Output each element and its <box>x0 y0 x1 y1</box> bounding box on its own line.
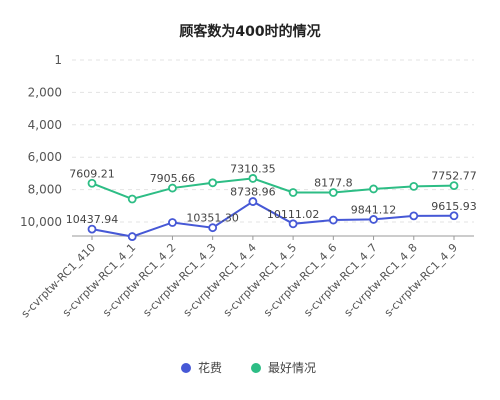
data-point <box>369 184 378 194</box>
data-label: 7905.66 <box>150 172 196 185</box>
x-tick-label: s-cvrptw-RC1_4_3 <box>140 241 218 319</box>
data-point <box>449 211 459 221</box>
x-tick-label: s-cvrptw-RC1_4_5 <box>221 241 299 319</box>
y-tick-label: 4,000 <box>28 118 62 132</box>
legend-item[interactable]: 花费 <box>181 360 222 375</box>
data-point <box>208 178 218 188</box>
legend-marker <box>181 363 191 373</box>
x-tick-label: s-cvrptw-RC1_4_2 <box>100 241 178 319</box>
data-label: 10437.94 <box>66 213 119 226</box>
x-tick-label: s-cvrptw-RC1_4_9 <box>382 241 460 319</box>
data-points <box>87 174 459 241</box>
data-label: 9841.12 <box>351 203 397 216</box>
series-lines <box>91 177 455 238</box>
data-point <box>168 218 177 227</box>
legend-item[interactable]: 最好情况 <box>251 361 316 375</box>
series-line-1 <box>91 200 455 238</box>
y-tick-label: 1 <box>54 53 62 67</box>
legend-label: 最好情况 <box>268 361 316 375</box>
data-point <box>127 232 137 241</box>
data-point <box>409 181 419 191</box>
data-point <box>288 188 298 197</box>
data-labels: 10437.94 10351.30 8738.96 10111.02 9841.12 96… <box>66 162 477 226</box>
data-point <box>409 211 419 221</box>
chart-title: 顾客数为400时的情况 <box>179 23 320 40</box>
legend-label: 花费 <box>198 360 222 375</box>
y-axis: 1 2,000 4,000 6,000 8,000 10,000 <box>20 53 62 229</box>
data-label: 7609.21 <box>69 167 115 180</box>
legend[interactable]: 花费 最好情况 <box>181 360 316 375</box>
data-label: 9615.93 <box>431 200 477 213</box>
data-point <box>248 174 258 183</box>
data-point <box>328 215 338 225</box>
data-point <box>208 223 218 233</box>
x-tick-label: s-cvrptw-RC1_4_8 <box>342 241 420 319</box>
y-tick-label: 8,000 <box>28 183 62 197</box>
x-axis: s-cvrptw-RC1_410s-cvrptw-RC1_4_1s-cvrptw… <box>19 235 474 320</box>
data-point <box>328 188 338 197</box>
y-tick-label: 6,000 <box>28 150 62 164</box>
data-label: 10111.02 <box>267 208 320 221</box>
y-tick-label: 2,000 <box>28 85 62 99</box>
data-point <box>248 197 258 206</box>
data-label: 8738.96 <box>230 186 276 199</box>
data-point <box>449 181 459 190</box>
x-tick-label: s-cvrptw-RC1_410 <box>19 241 98 320</box>
data-label: 7752.77 <box>431 170 477 183</box>
data-point <box>288 219 298 229</box>
data-point <box>87 178 97 188</box>
data-label: 8177.8 <box>314 176 353 189</box>
x-tick-label: s-cvrptw-RC1_4_6 <box>261 241 339 319</box>
x-tick-label: s-cvrptw-RC1_4_7 <box>301 241 379 319</box>
grid-lines <box>72 59 474 223</box>
x-tick-label: s-cvrptw-RC1_4_4 <box>181 241 259 319</box>
data-point <box>168 183 177 193</box>
x-tick-label: s-cvrptw-RC1_4_1 <box>60 241 138 319</box>
data-label: 7310.35 <box>230 162 276 175</box>
data-label: 10351.30 <box>186 212 239 225</box>
data-point <box>127 194 137 204</box>
data-point <box>369 215 378 224</box>
y-tick-label: 10,000 <box>20 215 62 229</box>
legend-marker <box>251 363 261 373</box>
data-point <box>87 224 97 234</box>
series-line-2 <box>91 177 455 201</box>
